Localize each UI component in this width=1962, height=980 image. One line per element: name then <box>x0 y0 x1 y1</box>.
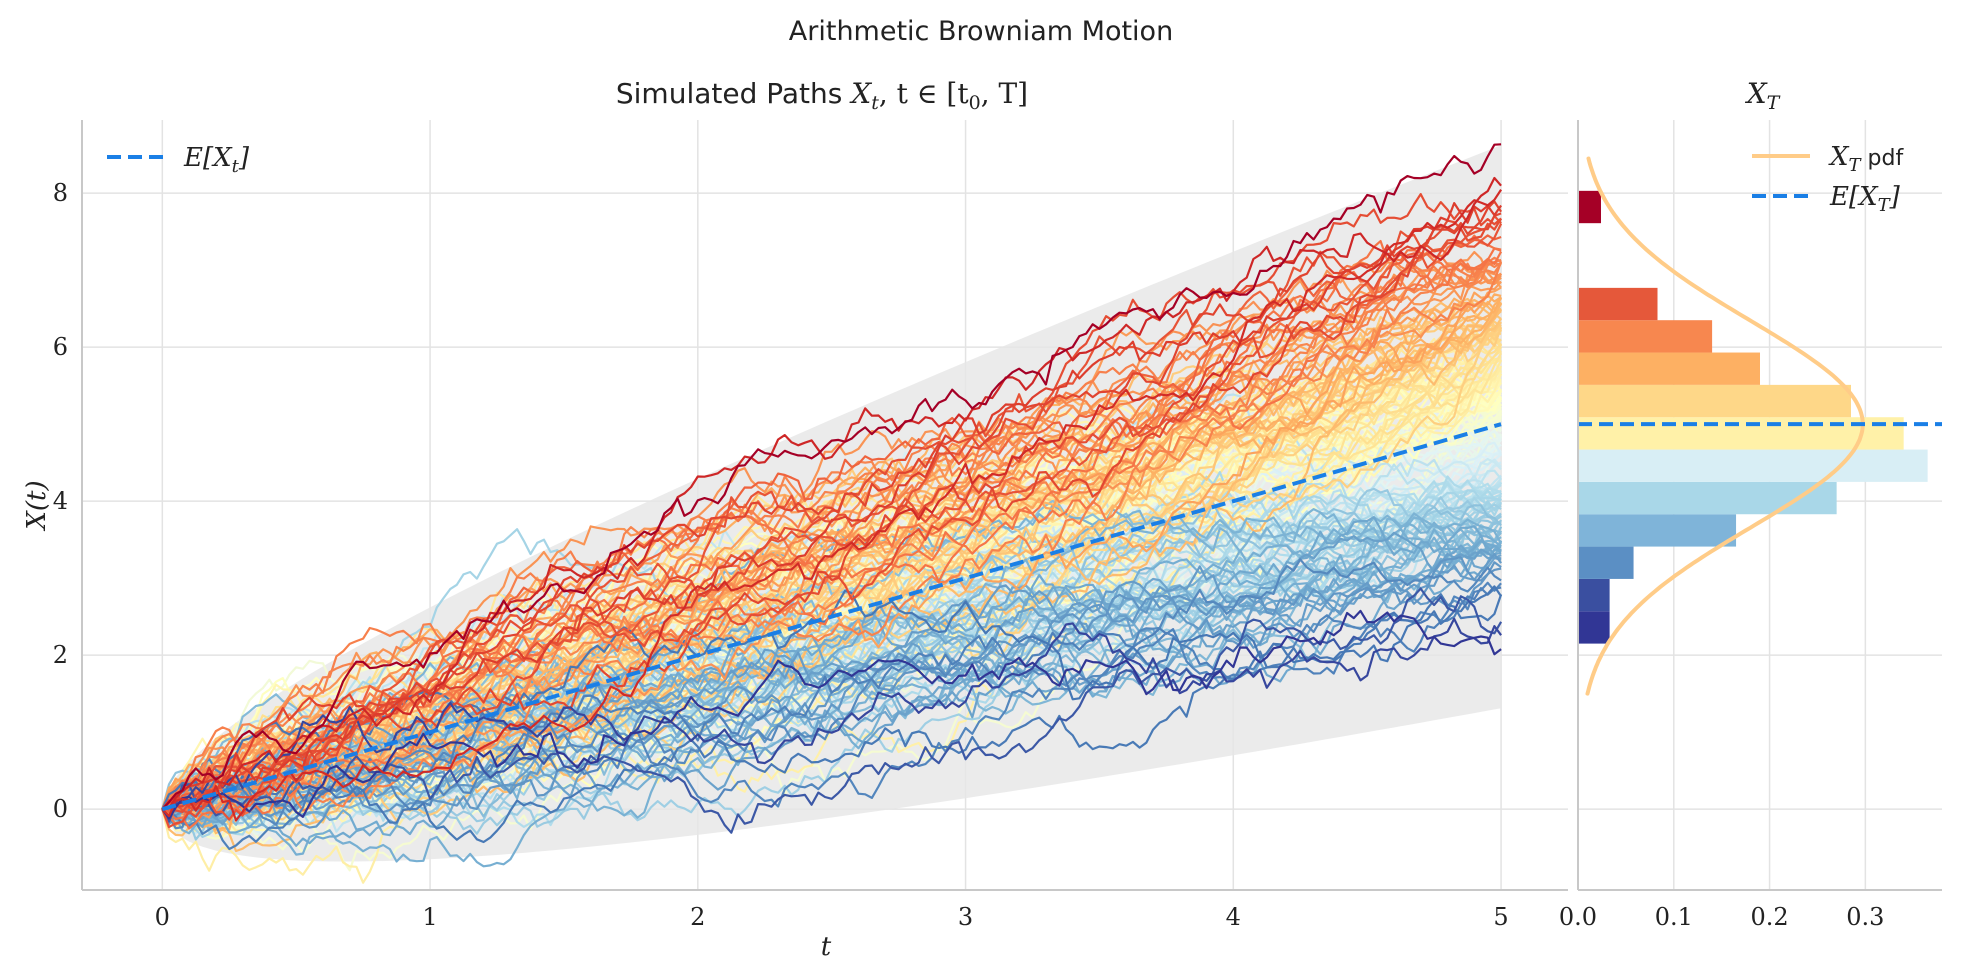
simulated-path <box>161 240 1502 826</box>
paths-y-tick-label: 0 <box>53 795 68 823</box>
simulated-path <box>161 593 1503 844</box>
paths-legend: E[Xt] <box>107 143 250 177</box>
histogram-bar <box>1578 320 1713 353</box>
paths-x-tick-label: 3 <box>958 903 973 931</box>
simulated-path <box>161 503 1503 813</box>
histogram-bar <box>1578 611 1610 644</box>
simulated-path <box>161 551 1502 826</box>
simulated-path <box>161 212 1502 810</box>
terminal-histogram-panel: 0.0 0.1 0.2 0.3 XT XT pdf E[XT] <box>1559 77 1942 931</box>
histogram-bars <box>1578 190 1928 644</box>
simulated-path <box>161 262 1503 814</box>
paths-x-tick-label: 0 <box>155 903 170 931</box>
paths-x-tick-label: 5 <box>1493 903 1508 931</box>
simulated-path <box>161 609 1502 820</box>
histogram-x-tick-label: 0.0 <box>1559 903 1597 931</box>
simulated-path <box>161 558 1502 830</box>
paths-title-math: X <box>849 77 872 110</box>
histogram-x-ticks: 0.0 0.1 0.2 0.3 <box>1559 903 1885 931</box>
paths-title-sub1: t <box>871 92 879 114</box>
simulated-path <box>161 302 1502 825</box>
histogram-bar <box>1578 449 1928 482</box>
simulated-path <box>161 586 1502 851</box>
paths-title-suffix: , T] <box>981 77 1028 110</box>
simulated-path <box>161 316 1502 817</box>
simulated-path <box>161 234 1502 813</box>
paths-y-ticks: 0 2 4 6 8 <box>53 179 68 823</box>
histogram-legend-mean-sub: T <box>1878 195 1892 216</box>
histogram-legend: XT pdf E[XT] <box>1752 142 1904 216</box>
histogram-bar <box>1578 190 1601 224</box>
histogram-legend-pdf-sub: T <box>1849 155 1863 176</box>
histogram-bar <box>1578 287 1658 321</box>
figure-suptitle: Arithmetic Browniam Motion <box>789 16 1173 47</box>
histogram-bar <box>1578 417 1904 450</box>
paths-title-prefix: Simulated Paths <box>616 77 851 110</box>
histogram-bar <box>1578 352 1760 385</box>
paths-x-tick-label: 1 <box>422 903 437 931</box>
paths-x-tick-label: 2 <box>690 903 705 931</box>
paths-x-ticks: 0 1 2 3 4 5 <box>155 903 1509 931</box>
histogram-legend-pdf-math: X <box>1828 142 1850 172</box>
paths-x-tick-label: 4 <box>1226 903 1241 931</box>
paths-title-mid: , t ∈ [t <box>879 77 970 110</box>
histogram-legend-mean-text: ] <box>1889 182 1901 212</box>
simulated-path <box>161 258 1502 811</box>
histogram-bar <box>1578 384 1851 418</box>
simulated-path <box>161 143 1502 810</box>
simulated-path <box>161 617 1502 811</box>
histogram-legend-mean-label: E[XT] <box>1829 182 1901 216</box>
simulated-path <box>161 539 1502 837</box>
simulated-path <box>161 512 1503 831</box>
histogram-legend-pdf-text: pdf <box>1861 146 1905 171</box>
paths-y-tick-label: 2 <box>53 641 68 669</box>
simulated-path <box>162 176 1502 811</box>
histogram-bar <box>1578 481 1837 515</box>
histogram-x-tick-label: 0.1 <box>1655 903 1693 931</box>
histogram-bar <box>1578 514 1737 547</box>
simulated-path <box>161 200 1503 810</box>
mean-line <box>161 422 1502 812</box>
paths-y-tick-label: 4 <box>53 487 68 515</box>
histogram-x-tick-label: 0.3 <box>1846 903 1884 931</box>
histogram-legend-mean-math: E[X <box>1829 182 1879 212</box>
histogram-legend-pdf-label: XT pdf <box>1828 142 1904 176</box>
simulated-path <box>161 581 1502 813</box>
simulated-path <box>161 548 1502 847</box>
simulated-path <box>162 202 1503 811</box>
simulated-path <box>161 265 1502 810</box>
paths-y-label: X(t) <box>22 480 52 531</box>
simulated-path <box>162 328 1503 815</box>
histogram-bar <box>1578 578 1610 612</box>
simulated-path <box>161 561 1502 825</box>
simulated-path <box>161 261 1503 812</box>
simulated-path <box>161 300 1502 810</box>
paths-x-label: t <box>821 932 832 962</box>
simulated-paths <box>161 143 1503 884</box>
paths-title-sub2: 0 <box>969 92 981 114</box>
histogram-x-tick-label: 0.2 <box>1750 903 1788 931</box>
paths-legend-mean-label: E[Xt] <box>183 143 250 177</box>
paths-title: Simulated Paths Xt, t ∈ [t0, T] <box>616 77 1028 114</box>
paths-y-tick-label: 8 <box>53 179 68 207</box>
paths-y-tick-label: 6 <box>53 333 68 361</box>
simulated-path <box>161 188 1503 822</box>
histogram-bar <box>1578 546 1634 579</box>
